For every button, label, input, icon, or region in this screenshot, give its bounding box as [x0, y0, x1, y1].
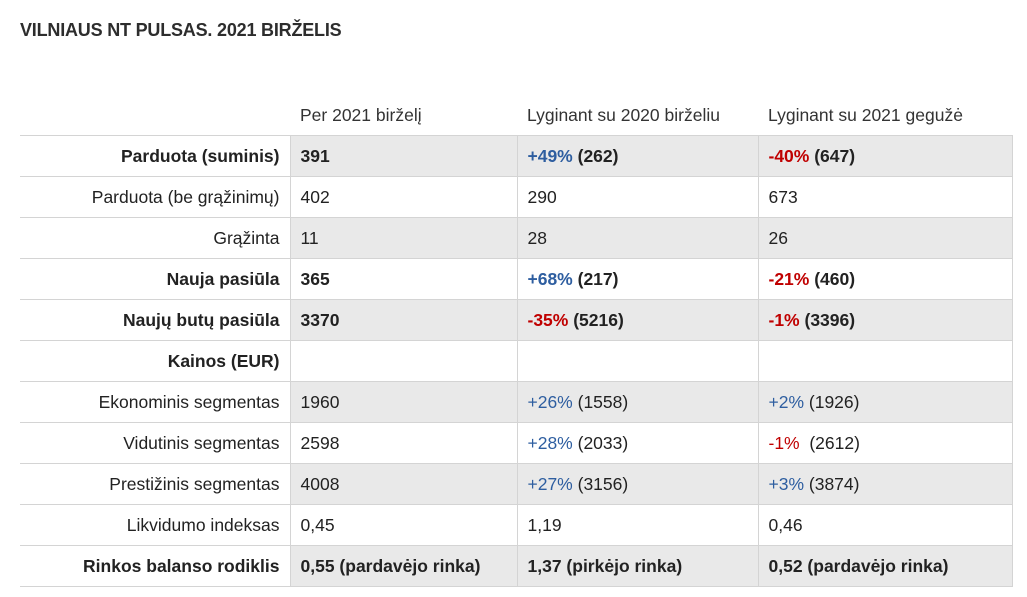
comparison-value: (647): [809, 145, 856, 166]
current-value-cell: 402: [289, 176, 517, 218]
comparison-value: 26: [768, 227, 788, 248]
vs-last-year-cell: +68% (217): [516, 258, 758, 300]
change-percent: -35%: [527, 309, 569, 330]
vs-last-month-cell: 26: [757, 217, 1013, 259]
row-label: Nauja pasiūla: [20, 258, 290, 300]
comparison-value: 0,46: [768, 514, 803, 535]
change-percent: -21%: [768, 268, 810, 289]
vs-last-month-cell: 0,46: [757, 504, 1013, 546]
comparison-value: (3396): [799, 309, 856, 330]
table-row: Grąžinta 11 28 26: [20, 217, 1013, 259]
current-value-cell: 11: [289, 217, 517, 259]
change-percent: +26%: [527, 391, 573, 412]
row-label: Parduota (be grąžinimų): [20, 176, 290, 218]
table-row: Naujų butų pasiūla 3370 -35% (5216) -1% (33…: [20, 299, 1013, 341]
table-row: Ekonominis segmentas 1960 +26% (1558) +2% (…: [20, 381, 1013, 423]
current-value-cell: 2598: [289, 422, 517, 464]
current-value-cell: 1960: [289, 381, 517, 423]
row-label: Ekonominis segmentas: [20, 381, 290, 423]
header-vs-last-year: Lyginant su 2020 birželiu: [527, 104, 720, 125]
current-value-cell: 365: [289, 258, 517, 300]
vs-last-month-cell: 673: [757, 176, 1013, 218]
vs-last-month-cell: +3% (3874): [757, 463, 1013, 505]
vs-last-month-cell: -21% (460): [757, 258, 1013, 300]
comparison-value: 0,52 (pardavėjo rinka): [768, 555, 949, 576]
comparison-value: (217): [572, 268, 619, 289]
vs-last-year-cell: -35% (5216): [516, 299, 758, 341]
comparison-value: (3156): [572, 473, 629, 494]
comparison-value: 28: [527, 227, 547, 248]
comparison-value: 290: [527, 186, 557, 207]
table-row: Likvidumo indeksas 0,45 1,19 0,46: [20, 504, 1013, 546]
current-value-cell: 3370: [289, 299, 517, 341]
vs-last-month-cell: -40% (647): [757, 135, 1013, 177]
table-row: Prestižinis segmentas 4008 +27% (3156) +3% …: [20, 463, 1013, 505]
table-row: Parduota (suminis) 391 +49% (262) -40% (647…: [20, 135, 1013, 177]
vs-last-year-cell: +26% (1558): [516, 381, 758, 423]
table-row: Kainos (EUR): [20, 340, 1013, 382]
header-current-month: Per 2021 birželį: [300, 104, 422, 125]
row-label: Kainos (EUR): [20, 340, 290, 382]
comparison-value: (262): [572, 145, 619, 166]
current-value-cell: 4008: [289, 463, 517, 505]
row-label: Naujų butų pasiūla: [20, 299, 290, 341]
vs-last-year-cell: 290: [516, 176, 758, 218]
comparison-value: (5216): [568, 309, 624, 330]
vs-last-month-cell: [757, 340, 1013, 382]
vs-last-year-cell: 1,19: [516, 504, 758, 546]
market-pulse-table: Per 2021 birželį Lyginant su 2020 biržel…: [20, 95, 1013, 587]
vs-last-month-cell: -1% (3396): [757, 299, 1013, 341]
comparison-value: 673: [768, 186, 798, 207]
current-value-cell: 391: [289, 135, 517, 177]
comparison-value: (3874): [804, 473, 860, 494]
comparison-value: 1,37 (pirkėjo rinka): [527, 555, 683, 576]
table-row: Nauja pasiūla 365 +68% (217) -21% (460): [20, 258, 1013, 300]
comparison-value: (1926): [804, 391, 860, 412]
change-percent: -1%: [768, 432, 800, 453]
current-value-cell: 0,55 (pardavėjo rinka): [289, 545, 517, 587]
page-title: VILNIAUS NT PULSAS. 2021 BIRŽELIS: [20, 20, 342, 40]
comparison-value: (2033): [572, 432, 629, 453]
vs-last-year-cell: 28: [516, 217, 758, 259]
row-label: Parduota (suminis): [20, 135, 290, 177]
row-label: Rinkos balanso rodiklis: [20, 545, 290, 587]
row-label: Prestižinis segmentas: [20, 463, 290, 505]
change-percent: -40%: [768, 145, 810, 166]
vs-last-year-cell: [516, 340, 758, 382]
change-percent: +28%: [527, 432, 573, 453]
header-empty: [20, 95, 290, 136]
header-vs-last-month: Lyginant su 2021 gegužė: [768, 104, 963, 125]
row-label: Vidutinis segmentas: [20, 422, 290, 464]
vs-last-month-cell: 0,52 (pardavėjo rinka): [757, 545, 1013, 587]
comparison-value: (460): [809, 268, 856, 289]
change-percent: +49%: [527, 145, 573, 166]
comparison-value: (1558): [572, 391, 629, 412]
current-value-cell: 0,45: [289, 504, 517, 546]
comparison-value: 1,19: [527, 514, 562, 535]
table-row: Parduota (be grąžinimų) 402 290 673: [20, 176, 1013, 218]
table-header-row: Per 2021 birželį Lyginant su 2020 biržel…: [20, 95, 1012, 136]
change-percent: -1%: [768, 309, 800, 330]
change-percent: +2%: [768, 391, 805, 412]
change-percent: +27%: [527, 473, 573, 494]
change-percent: +68%: [527, 268, 573, 289]
vs-last-month-cell: -1% (2612): [757, 422, 1013, 464]
table-body: Parduota (suminis) 391 +49% (262) -40% (647…: [20, 135, 1013, 587]
vs-last-year-cell: +27% (3156): [516, 463, 758, 505]
current-value-cell: [289, 340, 517, 382]
vs-last-year-cell: 1,37 (pirkėjo rinka): [516, 545, 758, 587]
vs-last-year-cell: +49% (262): [516, 135, 758, 177]
row-label: Likvidumo indeksas: [20, 504, 290, 546]
change-percent: +3%: [768, 473, 805, 494]
vs-last-year-cell: +28% (2033): [516, 422, 758, 464]
table-row: Rinkos balanso rodiklis 0,55 (pardavėjo r…: [20, 545, 1013, 587]
vs-last-month-cell: +2% (1926): [757, 381, 1013, 423]
table-row: Vidutinis segmentas 2598 +28% (2033) -1% (2…: [20, 422, 1013, 464]
row-label: Grąžinta: [20, 217, 290, 259]
comparison-value: (2612): [799, 432, 860, 453]
